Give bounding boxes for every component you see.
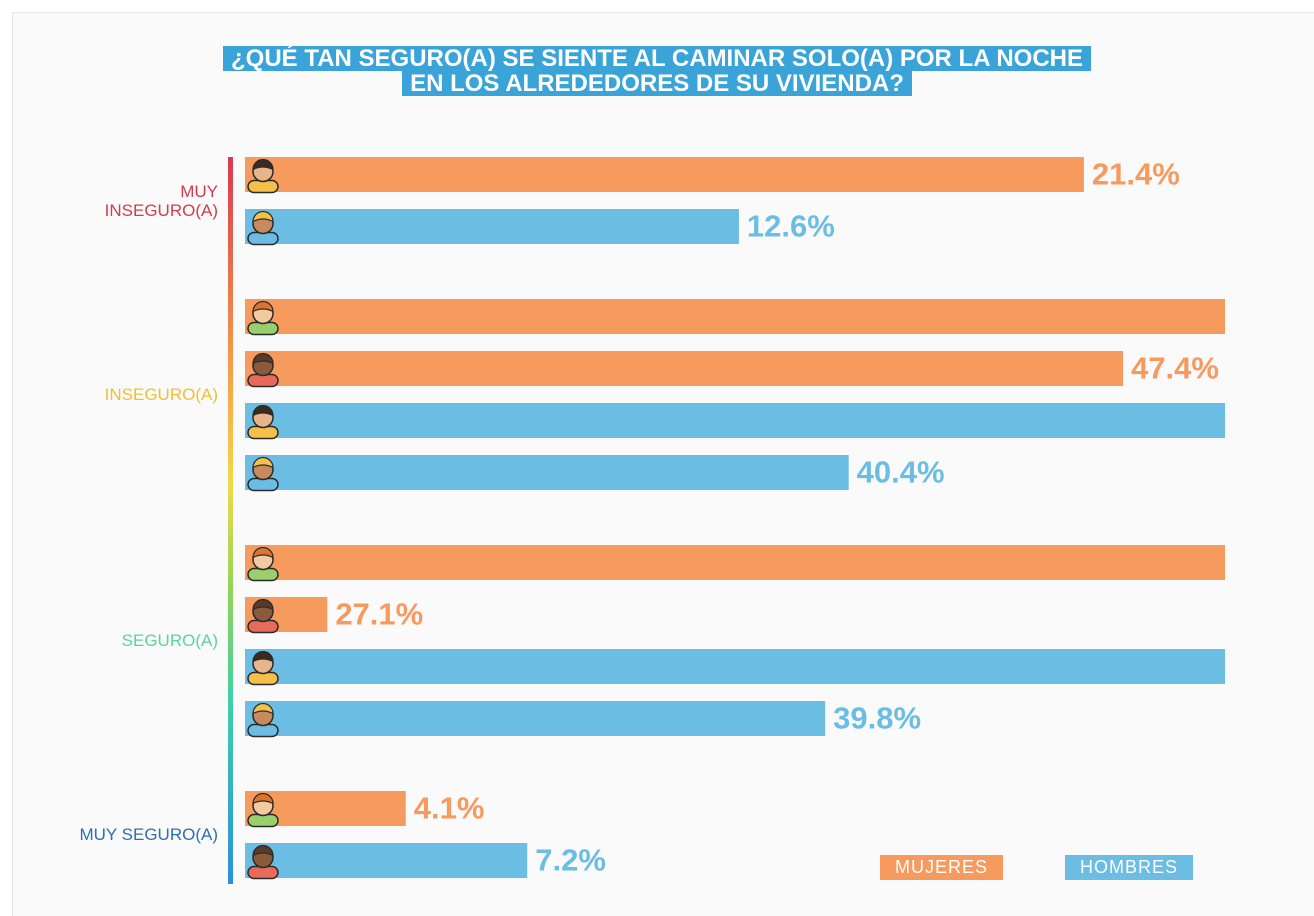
avatar-body (248, 621, 278, 633)
legend-label: HOMBRES (1080, 857, 1178, 877)
bar (245, 299, 1225, 334)
page: ¿QUÉ TAN SEGURO(A) SE SIENTE AL CAMINAR … (0, 0, 1314, 915)
avatar-body (248, 867, 278, 879)
bar (245, 545, 1225, 580)
value-label: 12.6% (747, 209, 835, 244)
bar (245, 209, 739, 244)
bar (245, 351, 1123, 386)
bar (245, 843, 527, 878)
chart: 21.4% 12.6% 47.4% 40.4% 27.1% 39.8% 4.1% 7.2% MU… (0, 0, 1314, 915)
avatar-body (248, 725, 278, 737)
value-label: 39.8% (833, 701, 921, 736)
avatar-body (248, 569, 278, 581)
value-label: 21.4% (1092, 157, 1180, 192)
category-label: MUY INSEGURO(A) (68, 182, 218, 220)
bar (245, 701, 825, 736)
bar (245, 649, 1225, 684)
category-rail (228, 157, 233, 884)
bar (245, 403, 1225, 438)
avatar-body (248, 815, 278, 827)
bar (245, 455, 849, 490)
value-label: 47.4% (1131, 351, 1219, 386)
value-label: 4.1% (414, 791, 485, 826)
bar (245, 157, 1084, 192)
avatar-body (248, 375, 278, 387)
avatar-body (248, 323, 278, 335)
avatar-body (248, 181, 278, 193)
avatar-body (248, 479, 278, 491)
avatar-body (248, 673, 278, 685)
category-label: SEGURO(A) (68, 631, 218, 650)
value-label: 7.2% (535, 843, 606, 878)
value-label: 27.1% (335, 597, 423, 632)
avatar-body (248, 233, 278, 245)
legend-label: MUJERES (895, 857, 988, 877)
value-label: 40.4% (857, 455, 945, 490)
category-label: MUY SEGURO(A) (68, 825, 218, 844)
avatar-body (248, 427, 278, 439)
category-label: INSEGURO(A) (68, 385, 218, 404)
